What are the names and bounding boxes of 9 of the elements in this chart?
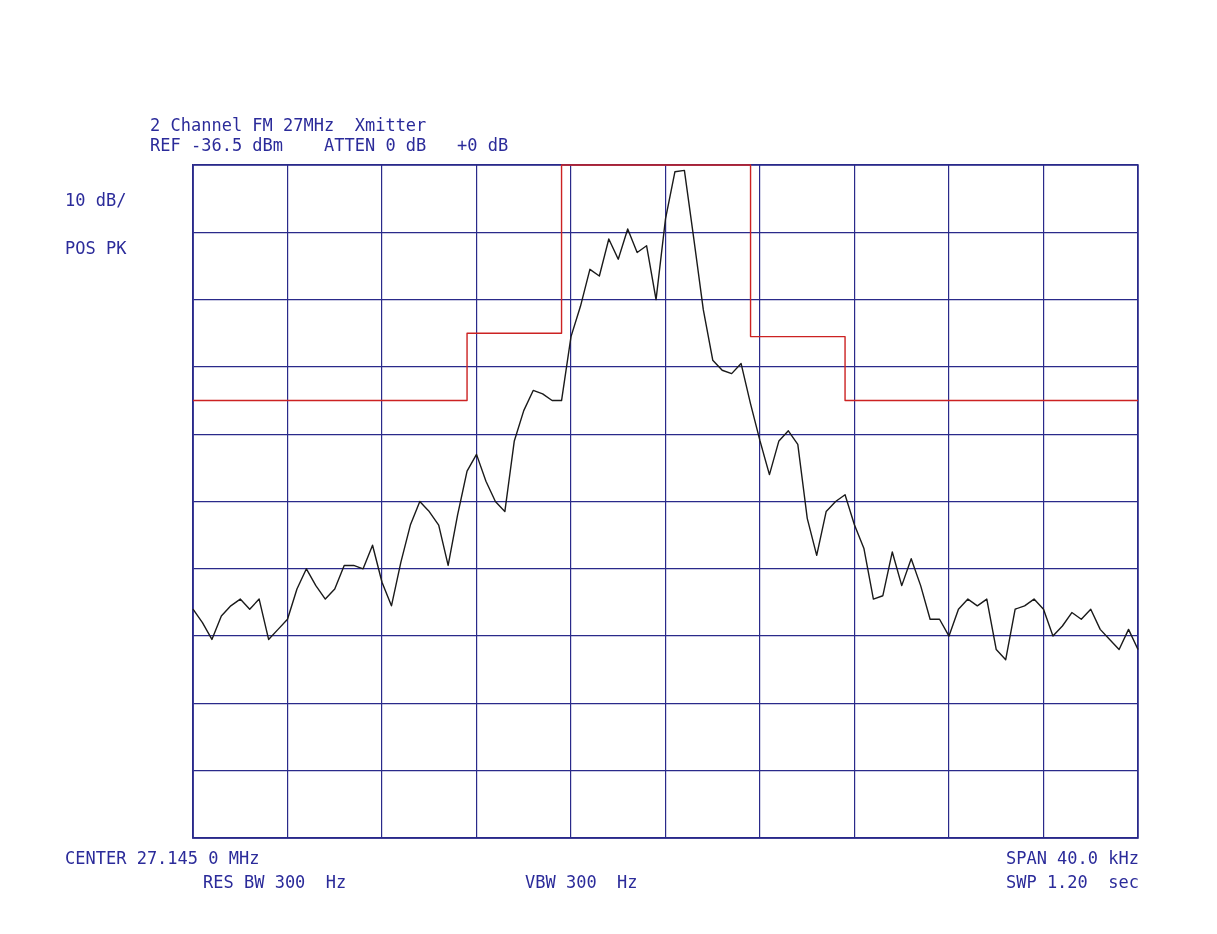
text: SWP 1.20 sec	[1005, 872, 1139, 892]
text: RES BW 300 Hz	[203, 872, 347, 892]
chart-subtitle: REF -36.5 dBm ATTEN 0 dB +0 dB	[150, 135, 509, 155]
text: SPAN 40.0 kHz	[1005, 848, 1139, 868]
text: VBW 300 Hz	[525, 872, 638, 892]
chart-title: 2 Channel FM 27MHz Xmitter	[150, 115, 427, 135]
text: 10 dB/	[65, 190, 127, 210]
text: POS PK	[65, 238, 127, 258]
text: CENTER 27.145 0 MHz	[65, 848, 260, 868]
